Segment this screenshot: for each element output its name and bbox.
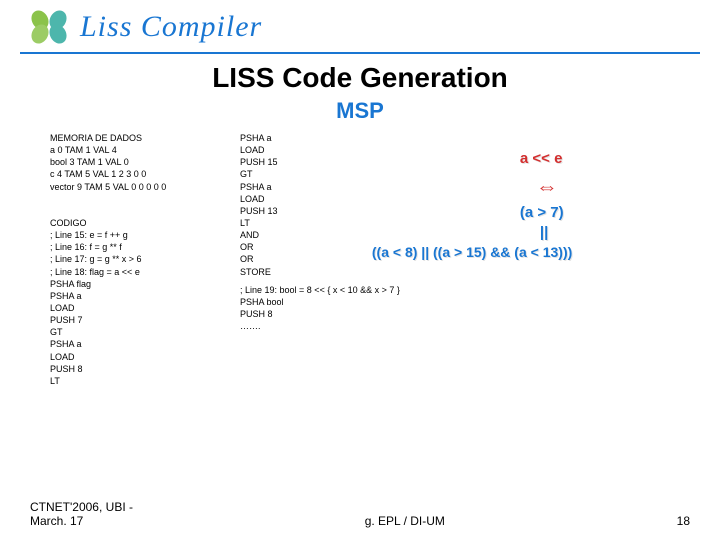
content-area: MEMORIA DE DADOS a 0 TAM 1 VAL 4 bool 3 … [0,124,720,387]
brand-text: Liss Compiler [80,10,262,44]
footer-page: 18 [677,514,690,528]
logo-icon [30,8,68,46]
expr-gt7: (a > 7) [520,204,564,221]
divider [20,52,700,54]
footer-center: g. EPL / DI-UM [133,514,677,528]
expr-shift: a << e [520,150,563,167]
expr-or: || [540,224,548,241]
header: Liss Compiler [0,0,720,50]
footer: CTNET'2006, UBI - March. 17 g. EPL / DI-… [0,500,720,528]
arrows-icon: ⇔ [536,174,558,200]
slide-title: LISS Code Generation [0,62,720,94]
code-column-1: MEMORIA DE DADOS a 0 TAM 1 VAL 4 bool 3 … [50,132,200,387]
expr-compound: ((a < 8) || ((a > 15) && (a < 13))) [372,244,572,260]
slide-subtitle: MSP [0,98,720,124]
footer-left: CTNET'2006, UBI - March. 17 [30,500,133,528]
expression-panel: a << e ⇔ (a > 7) || ((a < 8) || ((a > 15… [440,132,690,387]
code-note: ; Line 19: bool = 8 << { x < 10 && x > 7… [240,284,400,333]
